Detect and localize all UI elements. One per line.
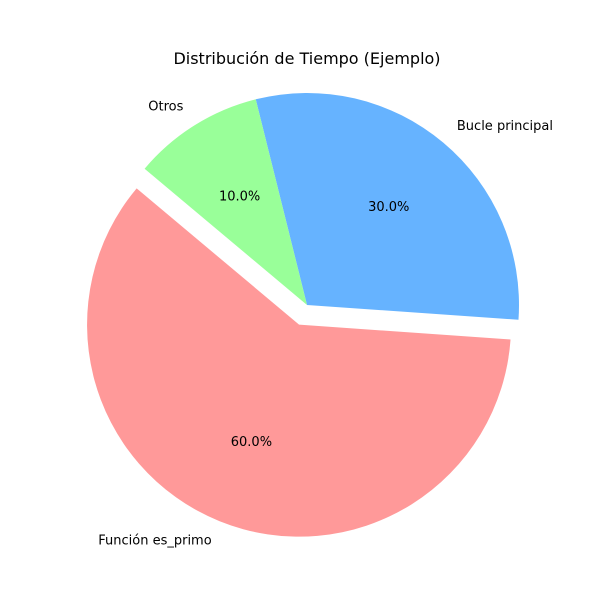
pie-category-label-funci-n-es-primo: Función es_primo bbox=[98, 533, 211, 548]
pie-category-label-otros: Otros bbox=[148, 100, 183, 115]
pie-labels: 60.0% Función es_primo 30.0% Bucle principa… bbox=[98, 100, 553, 549]
pie-category-label-bucle-principal: Bucle principal bbox=[457, 119, 553, 134]
pie-slice-otros bbox=[144, 99, 307, 305]
pie-pct-label-bucle-principal: 30.0% bbox=[368, 200, 409, 215]
pie-pct-label-funci-n-es-primo: 60.0% bbox=[231, 435, 272, 450]
pie-slice-funci-n-es-primo bbox=[87, 188, 511, 537]
chart-title: Distribución de Tiempo (Ejemplo) bbox=[173, 49, 440, 68]
pie-slices bbox=[87, 93, 519, 537]
pie-slice-bucle-principal bbox=[255, 93, 519, 320]
pie-pct-label-otros: 10.0% bbox=[219, 190, 260, 205]
